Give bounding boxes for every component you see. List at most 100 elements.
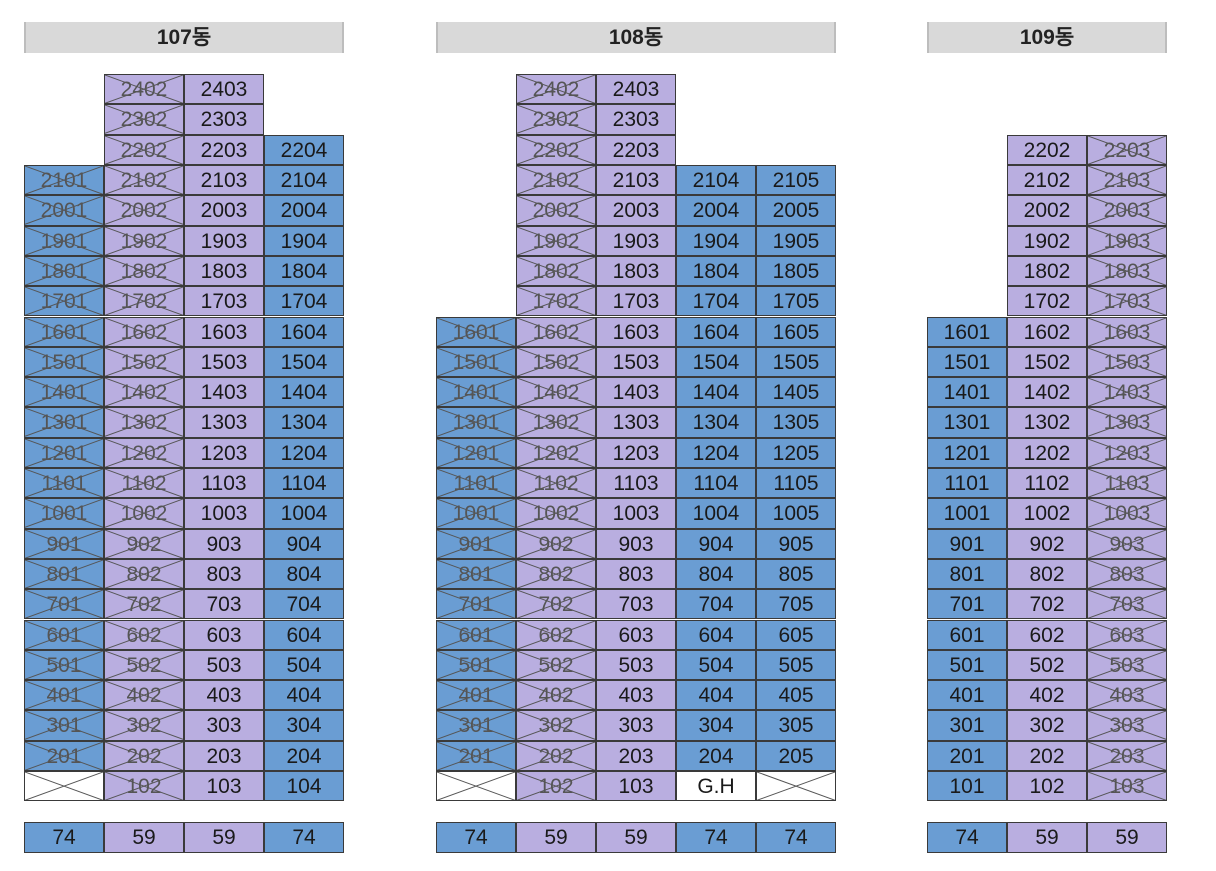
- unit-cell: 503: [1087, 649, 1167, 681]
- unit-cell: 601: [436, 619, 516, 650]
- unit-cell: 303: [596, 710, 676, 741]
- unit-cell: 1902: [104, 225, 184, 256]
- unit-number: 2104: [280, 169, 328, 192]
- unit-number: 1703: [612, 290, 660, 314]
- unit-number: 2203: [200, 138, 248, 162]
- unit-cell: 1403: [1087, 377, 1167, 408]
- unit-type-cell: 59: [596, 822, 676, 853]
- unit-cell: 803: [184, 558, 264, 590]
- unit-number: 2102: [1023, 169, 1071, 192]
- unit-cell: 2202: [1007, 134, 1087, 165]
- unit-cell: 1603: [596, 316, 676, 347]
- unit-cell: 2002: [516, 195, 596, 226]
- unit-cell: 505: [756, 649, 836, 681]
- unit-number: 403: [618, 684, 654, 708]
- unit-number: G.H: [697, 775, 735, 798]
- unit-number: 501: [46, 653, 82, 677]
- unit-type-cell: 74: [436, 822, 516, 853]
- unit-number: 1605: [772, 320, 820, 344]
- unit-number: 402: [126, 684, 162, 708]
- unit-number: 2005: [772, 199, 820, 223]
- unit-number: 2303: [612, 108, 660, 132]
- unit-cell: 104: [264, 771, 344, 802]
- unit-cell: 605: [756, 619, 836, 650]
- unit-number: 1302: [1023, 411, 1071, 435]
- unit-number: 1603: [1103, 320, 1151, 344]
- unit-cell: 2002: [104, 195, 184, 226]
- unit-number: 2001: [40, 199, 88, 223]
- unit-cell: 1302: [104, 407, 184, 438]
- unit-cell: 1403: [596, 377, 676, 408]
- unit-number: 1601: [40, 320, 88, 344]
- unit-number: 2202: [120, 138, 168, 162]
- unit-cell: 1804: [676, 255, 756, 287]
- unit-cell: 304: [264, 710, 344, 741]
- unit-number: 405: [778, 684, 814, 708]
- unit-cell: 2203: [1087, 134, 1167, 165]
- unit-number: 204: [698, 744, 734, 768]
- unit-number: 2302: [532, 108, 580, 132]
- unit-cell: 402: [104, 680, 184, 711]
- unit-number: 401: [949, 684, 985, 708]
- unit-type-cell: 74: [676, 822, 756, 853]
- unit-number: 1603: [200, 320, 248, 344]
- unit-cell: 2004: [264, 195, 344, 226]
- unit-cell: 202: [104, 740, 184, 771]
- unit-cell: 802: [1007, 558, 1087, 590]
- unit-cell: 603: [596, 619, 676, 650]
- unit-cell: 801: [927, 558, 1007, 590]
- unit-number: 305: [778, 714, 814, 738]
- unit-number: 201: [46, 744, 82, 768]
- unit-number: 2202: [532, 138, 580, 162]
- unit-cell: 401: [927, 680, 1007, 711]
- unit-cell: 2203: [184, 134, 264, 165]
- unit-cell: 1001: [436, 498, 516, 529]
- unit-number: 1905: [772, 229, 820, 253]
- unit-cell: 801: [436, 558, 516, 590]
- unit-cell: 1904: [264, 225, 344, 256]
- unit-cell: 404: [264, 680, 344, 711]
- unit-cell: 202: [1007, 740, 1087, 771]
- unit-number: 1501: [40, 350, 88, 374]
- unit-number: 801: [46, 562, 82, 586]
- unit-cell: 701: [24, 589, 104, 620]
- unit-number: 1101: [944, 472, 990, 495]
- unit-number: 301: [46, 714, 82, 738]
- unit-number: 902: [1029, 532, 1065, 556]
- unit-number: 401: [46, 684, 82, 708]
- unit-number: 801: [458, 562, 494, 586]
- unit-number: 502: [538, 653, 574, 677]
- unit-cell: 501: [24, 649, 104, 681]
- unit-cell: 2104: [264, 165, 344, 196]
- unit-cell: 703: [596, 589, 676, 620]
- unit-cell: 504: [676, 649, 756, 681]
- unit-cell: 1804: [264, 255, 344, 287]
- unit-number: 103: [1109, 775, 1145, 798]
- unit-cell: 1603: [184, 316, 264, 347]
- unit-number: 303: [618, 714, 654, 738]
- unit-number: 1702: [1023, 290, 1071, 314]
- unit-number: 1705: [772, 290, 820, 314]
- unit-number: 1601: [943, 320, 991, 344]
- unit-cell: 1003: [596, 498, 676, 529]
- unit-number: 1702: [532, 290, 580, 314]
- unit-cell: 2102: [1007, 165, 1087, 196]
- unit-number: 1403: [1103, 381, 1151, 405]
- unit-cell: 303: [184, 710, 264, 741]
- unit-cell: 1401: [436, 377, 516, 408]
- unit-cell: 1803: [184, 255, 264, 287]
- unit-cell: 1604: [264, 316, 344, 347]
- unit-cell: 2202: [104, 134, 184, 165]
- unit-number: 1302: [120, 411, 168, 435]
- unit-number: 1201: [40, 441, 88, 465]
- unit-number: 1002: [1023, 502, 1071, 526]
- unit-cell: 205: [756, 740, 836, 771]
- unit-cell: 1001: [24, 498, 104, 529]
- unit-number: 2403: [200, 78, 248, 102]
- unit-number: 2103: [200, 169, 248, 192]
- unit-cell: 2001: [24, 195, 104, 226]
- unit-number: 1702: [120, 290, 168, 314]
- unit-number: 701: [46, 593, 82, 617]
- unit-number: 603: [206, 623, 242, 647]
- unit-number: 802: [1029, 562, 1065, 586]
